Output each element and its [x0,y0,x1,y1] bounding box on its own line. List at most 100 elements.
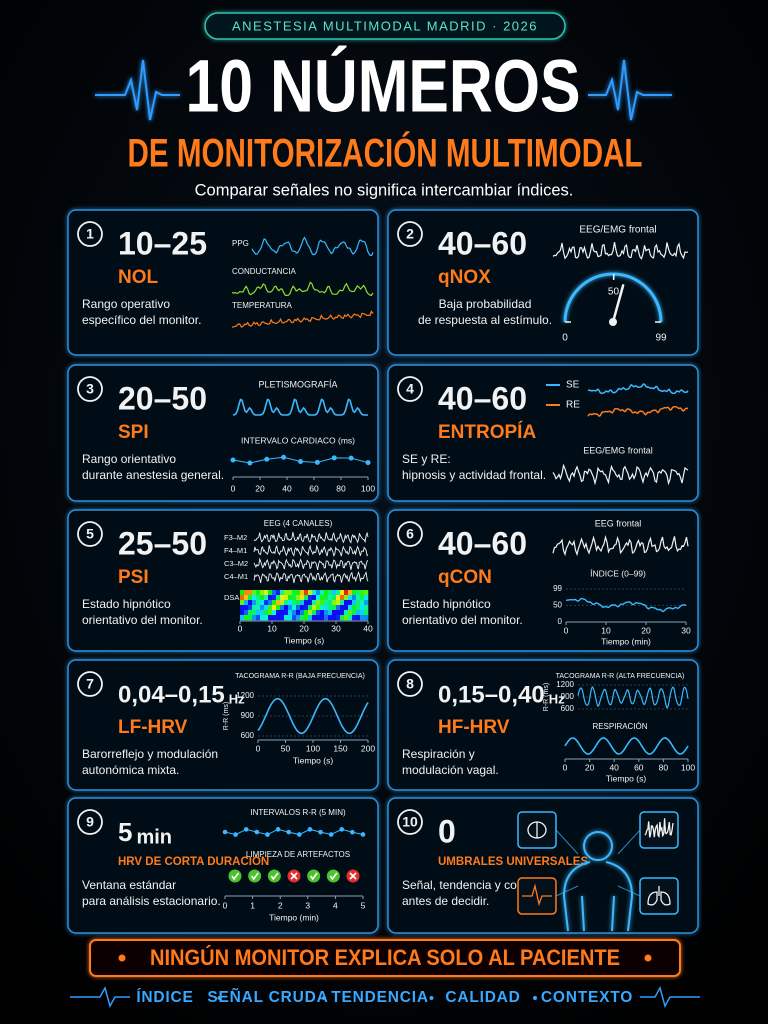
card-index-name: qCON [438,567,492,588]
dsa-cell [340,590,345,596]
dsa-cell [252,595,257,601]
dsa-cell [320,610,325,616]
artifact-ok [228,869,242,883]
dsa-cell [264,605,269,611]
footer-keyword: CONTEXTO [541,989,633,1006]
dsa-cell [344,600,349,606]
dsa-cell [252,605,257,611]
dsa-cell [352,610,357,616]
channel-label: F4–M1 [224,546,247,555]
dsa-cell [304,595,309,601]
card-frame [67,364,379,502]
dsa-cell [324,610,329,616]
dsa-cell [328,595,333,601]
dsa-cell [296,615,301,621]
dsa-cell [296,600,301,606]
dsa-cell [260,605,265,611]
dsa-cell [336,605,341,611]
artifact-ok [248,869,262,883]
dsa-cell [276,600,281,606]
dsa-cell [248,595,253,601]
artifact-ok [307,869,321,883]
dsa-cell [284,605,289,611]
footer-keyword: ÍNDICE [136,989,193,1006]
badge: ANESTESIA MULTIMODAL MADRID · 2026 [232,18,538,33]
artifact-ok [326,869,340,883]
dsa-cell [256,610,261,616]
y-axis-title: R-R (ms) [223,702,230,730]
dsa-cell [332,615,337,621]
legend-label: SE [566,380,580,391]
dsa-cell [292,590,297,596]
keyword-separator [322,996,326,1000]
dsa-cell [264,595,269,601]
card-frame [387,364,699,502]
dsa-cell [316,595,321,601]
dsa-cell [240,595,245,601]
x-tick-label: 100 [681,762,695,772]
panel-subtitle: INTERVALO CARDIACO (ms) [241,435,355,445]
signal-label: TEMPERATURA [232,301,293,310]
card-value: 0,04–0,15 [118,681,225,708]
dsa-cell [336,595,341,601]
gauge-label: 50 [608,287,620,298]
card-frame [67,797,379,934]
card-description: durante anestesia general. [82,468,224,482]
card-frame [387,209,699,356]
dsa-cell [304,605,309,611]
dsa-cell [336,590,341,596]
dsa-cell [364,615,369,621]
dsa-cell [308,610,313,616]
dsa-cell [272,610,277,616]
dsa-cell [260,590,265,596]
dsa-cell [340,595,345,601]
y-tick-label: 99 [553,584,562,593]
dsa-cell [304,610,309,616]
dsa-cell [348,610,353,616]
artifact-glyph [329,872,338,881]
dsa-cell [360,605,365,611]
card-value: 40–60 [438,380,527,416]
dsa-cell [280,590,285,596]
dsa-cell [292,610,297,616]
dsa-cell [300,590,305,596]
card-description: para análisis estacionario. [82,894,221,908]
dsa-cell [324,590,329,596]
y-tick-label: 600 [561,704,575,713]
card-description: antes de decidir. [402,894,489,908]
panel-title: PLETISMOGRAFÍA [258,379,337,389]
dsa-cell [300,615,305,621]
card-value: 10–25 [118,225,207,261]
dsa-cell [244,610,249,616]
number-badge [77,376,103,402]
card-description: orientativo del monitor. [82,613,203,627]
dsa-cell [276,595,281,601]
dsa-cell [360,615,365,621]
waveform [587,405,688,417]
dsa-cell [248,615,253,621]
x-tick-label: 1 [250,900,255,910]
banner-bullet [118,954,126,962]
dsa-cell [288,600,293,606]
number-badge [397,221,423,247]
card-value: 40–60 [438,525,527,561]
number-badge [397,521,423,547]
main-title: 10 NÚMEROS [186,45,581,128]
dsa-cell [312,605,317,611]
dsa-cell [300,605,305,611]
card-index-name: PSI [118,567,149,588]
x-tick-label: 20 [299,623,309,633]
dsa-cell [356,600,361,606]
card-description: específico del monitor. [82,313,201,327]
icon-glyph [647,886,671,906]
dsa-cell [324,605,329,611]
card-number: 5 [86,526,94,542]
dsa-cell [308,615,313,621]
dsa-cell [328,600,333,606]
waveform [232,398,368,416]
dsa-cell [284,600,289,606]
dsa-cell [340,600,345,606]
x-tick-label: 80 [336,483,346,493]
dsa-cell [316,605,321,611]
